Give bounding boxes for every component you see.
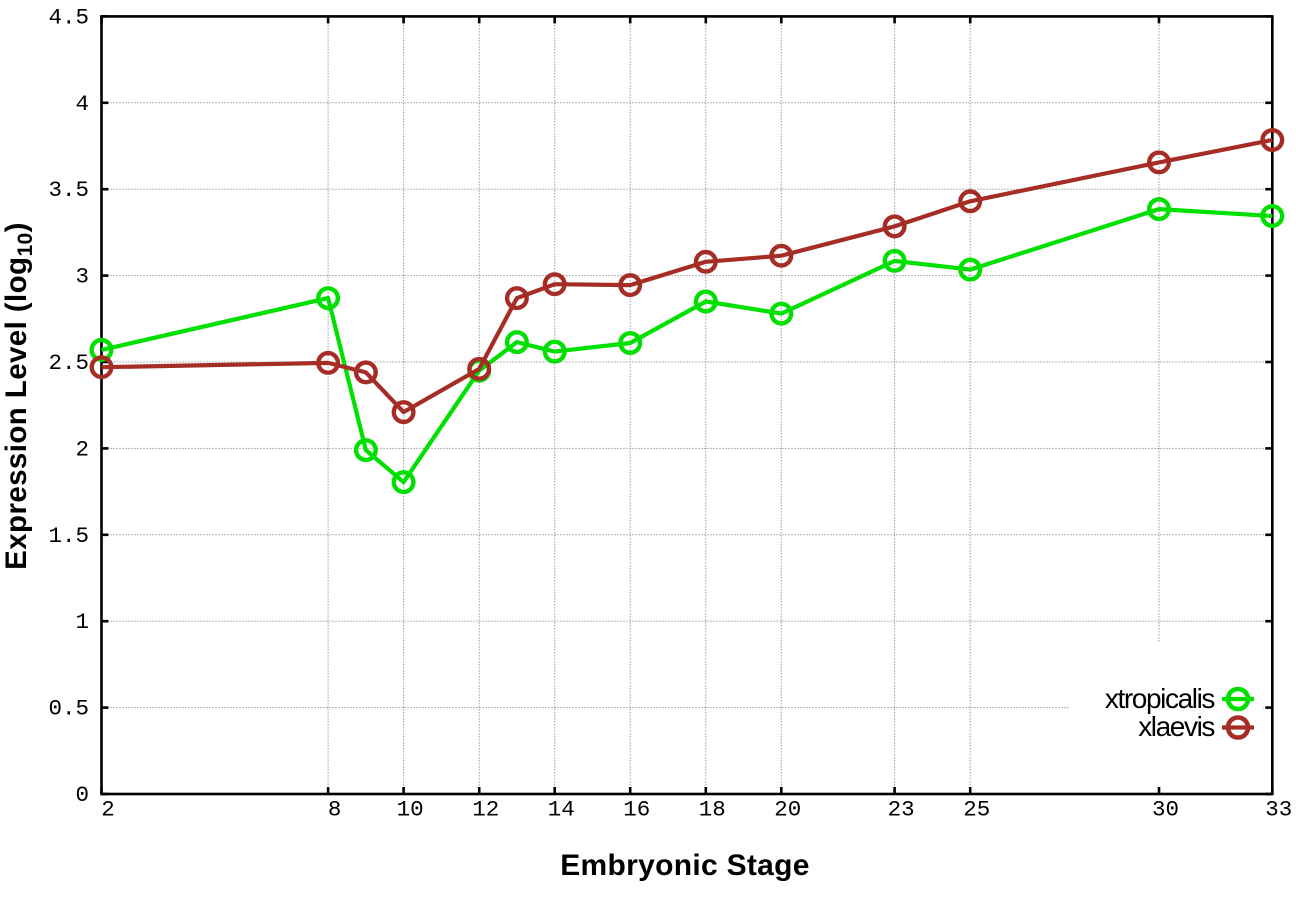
svg-text:12: 12: [472, 797, 499, 823]
svg-text:xlaevis: xlaevis: [1138, 711, 1214, 742]
svg-text:4: 4: [75, 91, 89, 117]
svg-text:10: 10: [397, 797, 424, 823]
svg-text:30: 30: [1152, 797, 1179, 823]
svg-text:20: 20: [774, 797, 801, 823]
svg-text:xtropicalis: xtropicalis: [1105, 683, 1214, 714]
svg-text:8: 8: [328, 797, 342, 823]
svg-text:2: 2: [101, 797, 115, 823]
svg-text:14: 14: [548, 797, 575, 823]
svg-text:0: 0: [75, 782, 89, 808]
svg-text:1: 1: [75, 609, 89, 635]
svg-text:Embryonic Stage: Embryonic Stage: [560, 849, 810, 882]
svg-text:2: 2: [75, 436, 89, 462]
svg-text:33: 33: [1265, 797, 1292, 823]
svg-text:4.5: 4.5: [48, 4, 89, 30]
svg-text:2.5: 2.5: [48, 350, 89, 376]
svg-text:3.5: 3.5: [48, 177, 89, 203]
svg-text:3: 3: [75, 264, 89, 290]
svg-text:18: 18: [699, 797, 726, 823]
svg-text:1.5: 1.5: [48, 523, 89, 549]
svg-text:25: 25: [963, 797, 990, 823]
svg-text:16: 16: [623, 797, 650, 823]
svg-text:23: 23: [888, 797, 915, 823]
svg-text:Expression Level (log10): Expression Level (log10): [0, 222, 37, 570]
svg-text:0.5: 0.5: [48, 696, 89, 722]
